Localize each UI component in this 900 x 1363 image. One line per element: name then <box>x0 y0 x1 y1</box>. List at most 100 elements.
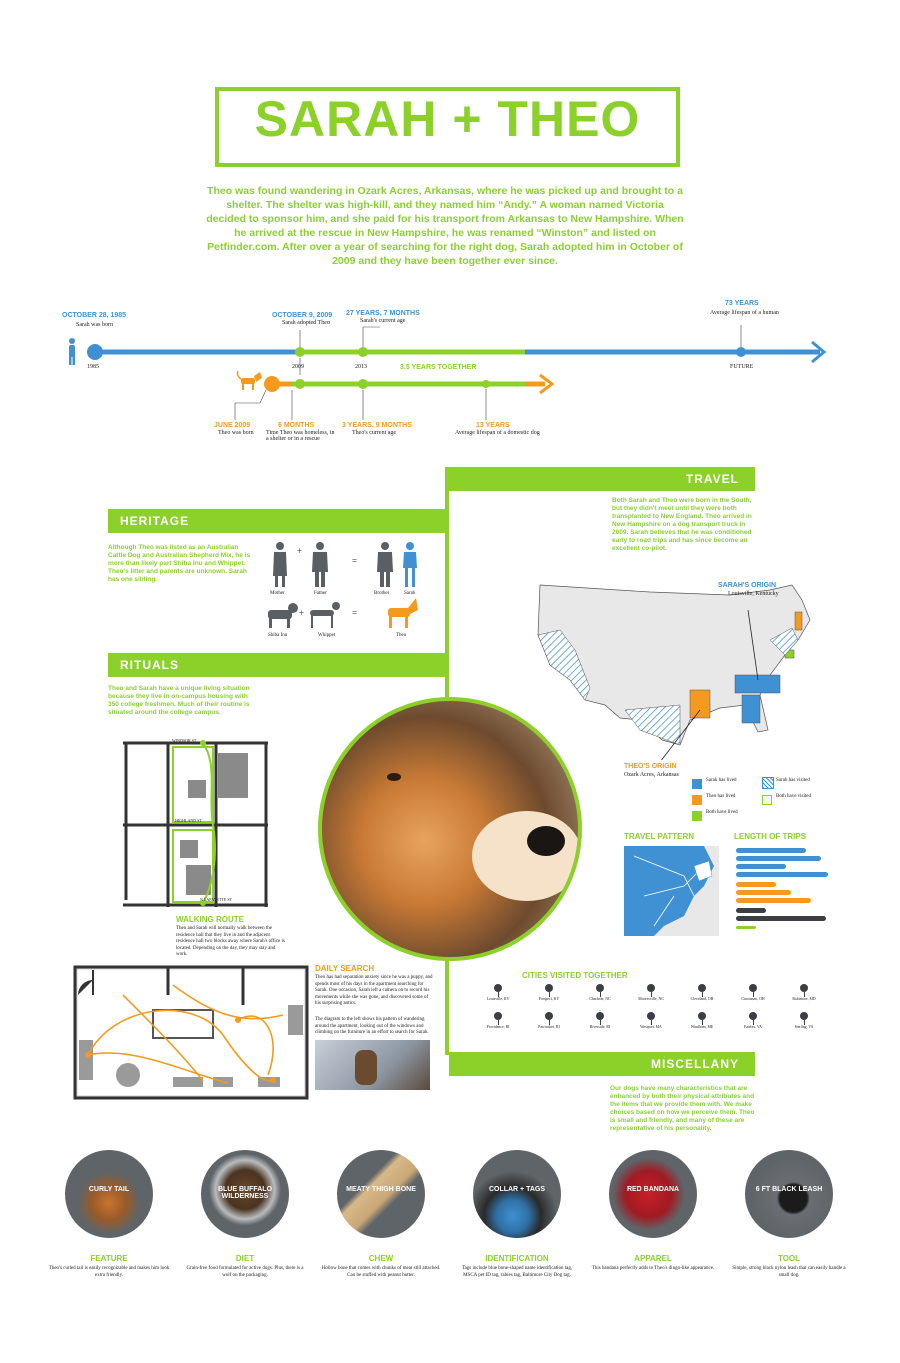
city-pin: Louisville, KY <box>474 984 522 1001</box>
plus-sign-1: + <box>297 546 303 556</box>
street-windsor: WINDSOR ST <box>172 738 197 743</box>
whippet-icon <box>310 602 340 628</box>
map-pin-icon <box>698 1012 706 1020</box>
frame-line-upper <box>445 467 449 715</box>
map-pin-icon <box>596 1012 604 1020</box>
walking-route-map <box>123 740 268 907</box>
human-lifespan-label: 73 YEARS <box>725 300 759 307</box>
map-pin-icon <box>545 1012 553 1020</box>
equals-sign-2: = <box>352 608 358 618</box>
family-tree <box>268 542 418 628</box>
misc-category: APPAREL <box>634 1254 672 1263</box>
city-name: Louisville, KY <box>486 997 510 1001</box>
misc-description: Hollow bone that comes with chunks of me… <box>321 1266 441 1278</box>
misc-category: DIET <box>235 1254 255 1263</box>
city-name: Riverside, RI <box>589 1025 611 1029</box>
miscellany-text: Our dogs have many characteristics that … <box>610 1085 755 1132</box>
travel-text: Both Sarah and Theo were born in the Sou… <box>612 497 752 552</box>
shiba-inu-icon <box>268 603 298 628</box>
sarah-origin-place: Louisville, Kentucky <box>728 591 779 597</box>
city-name: Baltimore, MD <box>792 997 816 1001</box>
daily-search-text-1: Theo has had separation anxiety since he… <box>315 975 433 1006</box>
rituals-heading-bar: RITUALS <box>108 653 445 677</box>
misc-photo-circle: COLLAR + TAGS <box>473 1150 561 1238</box>
label-father: Father <box>314 591 327 596</box>
sarah-born-date: OCTOBER 28, 1985 <box>62 312 127 319</box>
misc-photo-circle: RED BANDANA <box>609 1150 697 1238</box>
us-map <box>537 584 811 760</box>
map-pin-icon <box>647 1012 655 1020</box>
frame-line-lower <box>445 955 449 1055</box>
title-frame <box>215 87 680 167</box>
map-pin-icon <box>698 984 706 992</box>
walking-route-text: Theo and Sarah will normally walk betwee… <box>176 926 285 957</box>
page-title: SARAH + THEO <box>254 91 641 147</box>
map-pin-icon <box>596 984 604 992</box>
misc-circle-label: CURLY TAIL <box>88 1186 130 1193</box>
mother-icon <box>273 542 287 587</box>
sarah-origin-label: SARAH'S ORIGIN <box>718 582 777 589</box>
rituals-text: Theo and Sarah have a unique living situ… <box>108 685 250 716</box>
human-lifespan-text: Average lifespan of a human <box>710 310 779 316</box>
apartment-floor-plan <box>73 965 309 1100</box>
city-pin: Pawtucket, RI <box>525 1012 573 1029</box>
misc-circle-label: RED BANDANA <box>626 1186 680 1193</box>
label-whippet: Whippet <box>318 633 336 638</box>
misc-description: Simple, strong black nylon leash that ca… <box>732 1266 846 1278</box>
homeless-text: Time Theo was homeless, in a shelter or … <box>266 430 335 442</box>
map-pin-icon <box>494 1012 502 1020</box>
misc-category: TOOL <box>777 1254 801 1263</box>
theo-photo <box>318 697 582 961</box>
human-arrowhead <box>811 340 827 364</box>
map-georgia <box>741 694 761 724</box>
city-name: Charlotte, NC <box>589 997 611 1001</box>
city-pin: Westport, MA <box>627 1012 675 1029</box>
city-pin: Mooresville, NC <box>627 984 675 1001</box>
city-pin: Fairfax, VA <box>729 1012 777 1029</box>
street-lafayette: N LAFAYETTE ST <box>200 897 232 902</box>
misc-photo-circle: 6 FT BLACK LEASH <box>745 1150 833 1238</box>
sarah-person-icon <box>69 338 75 365</box>
label-sarah: Sarah <box>404 591 416 596</box>
misc-circle-label: BLUE BUFFALO WILDERNESS <box>217 1186 273 1200</box>
map-pin-icon <box>494 984 502 992</box>
miscellany-heading-bar: MISCELLANY <box>449 1052 755 1076</box>
city-name: Cleveland, OH <box>690 997 714 1001</box>
dog-lifespan-text: Average lifespan of a domestic dog <box>455 430 540 436</box>
city-pin: Baltimore, MD <box>780 984 828 1001</box>
city-pin: Charlotte, NC <box>576 984 624 1001</box>
father-icon <box>312 542 328 587</box>
city-name: Sterling, VA <box>794 1025 814 1029</box>
city-name: Prospect, KY <box>538 997 560 1001</box>
map-pin-icon <box>749 1012 757 1020</box>
misc-circle-label: COLLAR + TAGS <box>488 1186 546 1193</box>
misc-description: Tags include blue bone-shaped name ident… <box>461 1266 573 1278</box>
city-pin: Sterling, VA <box>780 1012 828 1029</box>
misc-description: Grain-free food formulated for active do… <box>186 1266 304 1278</box>
current-dot <box>358 347 368 357</box>
homeless-label: 6 MONTHS <box>278 422 315 429</box>
label-theo: Theo <box>396 633 407 638</box>
length-of-trips-chart <box>736 848 836 938</box>
theo-origin-place: Ozark Acres, Arkansas <box>624 772 679 778</box>
theo-age-text: Theo's current age <box>352 430 397 436</box>
city-name: Windham, ME <box>690 1025 714 1029</box>
misc-description: This bandana perfectly adds to Theo's di… <box>591 1266 715 1271</box>
cities-heading: CITIES VISITED TOGETHER <box>522 971 628 980</box>
sarah-birth-dot <box>87 344 103 360</box>
map-arkansas <box>689 689 711 719</box>
dog-arrowhead <box>539 373 555 395</box>
misc-photo-circle: CURLY TAIL <box>65 1150 153 1238</box>
travel-pattern-map <box>624 846 719 936</box>
theo-family-icon <box>388 598 418 628</box>
intro-paragraph: Theo was found wandering in Ozark Acres,… <box>206 185 684 267</box>
city-name: Cincinnati, OH <box>741 997 765 1001</box>
dog-eye <box>387 773 401 781</box>
city-name: Fairfax, VA <box>744 1025 762 1029</box>
label-brother: Brother <box>374 591 390 596</box>
map-pin-icon <box>749 984 757 992</box>
city-pin: Prospect, KY <box>525 984 573 1001</box>
city-name: Pawtucket, RI <box>538 1025 560 1029</box>
theo-birth-dot <box>264 376 280 392</box>
adopt-dot <box>295 347 305 357</box>
